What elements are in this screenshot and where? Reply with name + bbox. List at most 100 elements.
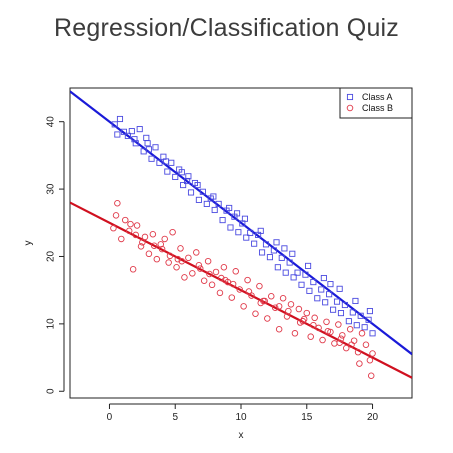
data-point-class-b xyxy=(125,227,133,235)
legend-marker-class-b xyxy=(346,104,354,112)
y-tick-label: 10 xyxy=(46,318,57,330)
data-point-class-b xyxy=(336,339,343,346)
data-point-class-a xyxy=(302,271,309,278)
data-point-class-a xyxy=(337,310,345,317)
data-point-class-b xyxy=(166,252,174,260)
data-point-class-a xyxy=(336,285,343,292)
data-point-class-a xyxy=(116,115,124,123)
data-point-class-b xyxy=(178,257,186,265)
y-tick-label: 40 xyxy=(46,116,57,128)
data-point-class-a xyxy=(195,196,202,203)
data-point-class-a xyxy=(298,281,305,288)
data-point-class-a xyxy=(194,181,201,189)
data-point-class-b xyxy=(220,264,228,271)
data-point-class-a xyxy=(258,249,266,256)
data-point-class-a xyxy=(156,159,163,166)
data-point-class-a xyxy=(136,126,143,133)
data-point-class-a xyxy=(235,229,242,236)
data-point-class-a xyxy=(341,301,348,309)
data-point-class-a xyxy=(333,298,341,305)
data-point-class-a xyxy=(310,279,317,286)
data-point-class-b xyxy=(367,372,375,380)
legend-label: Class B xyxy=(362,103,393,113)
data-point-class-a xyxy=(361,324,368,331)
data-point-class-b xyxy=(221,276,229,284)
data-point-class-a xyxy=(357,312,364,319)
data-point-class-b xyxy=(300,315,308,323)
data-point-class-b xyxy=(261,297,268,305)
data-point-class-a xyxy=(326,291,333,298)
data-point-class-b xyxy=(208,281,216,289)
data-point-class-a xyxy=(243,234,250,241)
data-point-class-b xyxy=(311,314,318,322)
x-tick-label: 0 xyxy=(107,412,113,423)
x-tick-label: 20 xyxy=(367,412,379,423)
data-point-class-b xyxy=(232,268,239,275)
data-point-class-b xyxy=(307,333,314,340)
data-point-class-b xyxy=(236,286,243,293)
data-point-class-b xyxy=(315,324,322,332)
data-point-class-a xyxy=(327,281,334,288)
data-point-class-a xyxy=(128,128,135,135)
data-point-class-a xyxy=(366,308,373,315)
data-point-class-a xyxy=(318,286,325,293)
data-point-class-b xyxy=(189,270,196,277)
data-point-class-b xyxy=(139,239,146,246)
data-point-class-a xyxy=(286,259,293,266)
data-point-class-b xyxy=(356,360,363,367)
data-point-class-a xyxy=(114,131,121,138)
data-point-class-a xyxy=(219,217,226,224)
data-point-class-a xyxy=(187,189,195,196)
data-point-class-b xyxy=(193,249,200,256)
legend-label: Class A xyxy=(362,92,393,102)
data-point-class-a xyxy=(352,297,359,305)
data-point-class-b xyxy=(121,216,129,224)
data-point-class-a xyxy=(322,299,329,306)
data-point-class-b xyxy=(296,319,304,326)
data-point-class-b xyxy=(169,228,176,236)
data-point-class-b xyxy=(369,350,376,357)
data-point-class-a xyxy=(168,159,175,166)
data-point-class-b xyxy=(324,328,332,335)
data-point-class-a xyxy=(278,254,285,261)
data-point-class-b xyxy=(303,309,311,317)
data-point-class-a xyxy=(172,173,179,181)
data-point-class-b xyxy=(327,328,334,336)
data-point-class-b xyxy=(206,270,213,278)
data-point-class-b xyxy=(118,235,125,243)
data-point-class-b xyxy=(157,241,165,248)
data-point-class-a xyxy=(320,274,327,282)
data-point-class-b xyxy=(366,357,374,364)
data-point-class-b xyxy=(165,259,172,266)
data-point-class-a xyxy=(215,200,222,207)
data-point-class-a xyxy=(124,132,131,139)
data-point-class-a xyxy=(185,173,192,180)
data-point-class-a xyxy=(262,241,270,248)
data-point-class-b xyxy=(204,257,212,265)
data-point-class-b xyxy=(319,336,326,344)
data-point-class-b xyxy=(362,341,370,349)
data-point-class-b xyxy=(244,276,251,284)
data-point-class-b xyxy=(310,321,317,329)
data-point-class-b xyxy=(174,255,182,263)
data-point-class-b xyxy=(141,233,149,241)
data-point-class-a xyxy=(226,204,233,212)
data-point-class-b xyxy=(153,255,161,263)
data-point-class-a xyxy=(282,269,289,276)
data-point-class-b xyxy=(275,326,283,333)
data-point-class-b xyxy=(323,318,330,326)
data-point-class-b xyxy=(161,235,168,243)
data-point-class-b xyxy=(268,292,275,300)
data-point-class-b xyxy=(150,242,158,249)
data-point-class-b xyxy=(127,220,134,228)
data-point-class-a xyxy=(314,295,321,302)
data-point-class-b xyxy=(256,282,263,290)
data-point-class-a xyxy=(145,146,152,153)
legend-marker-class-a xyxy=(346,93,354,101)
data-point-class-a xyxy=(281,245,288,252)
y-tick-label: 0 xyxy=(46,388,57,394)
data-point-class-a xyxy=(227,224,234,231)
data-point-class-a xyxy=(241,215,248,222)
data-point-class-b xyxy=(245,288,253,295)
data-point-class-a xyxy=(143,134,150,141)
